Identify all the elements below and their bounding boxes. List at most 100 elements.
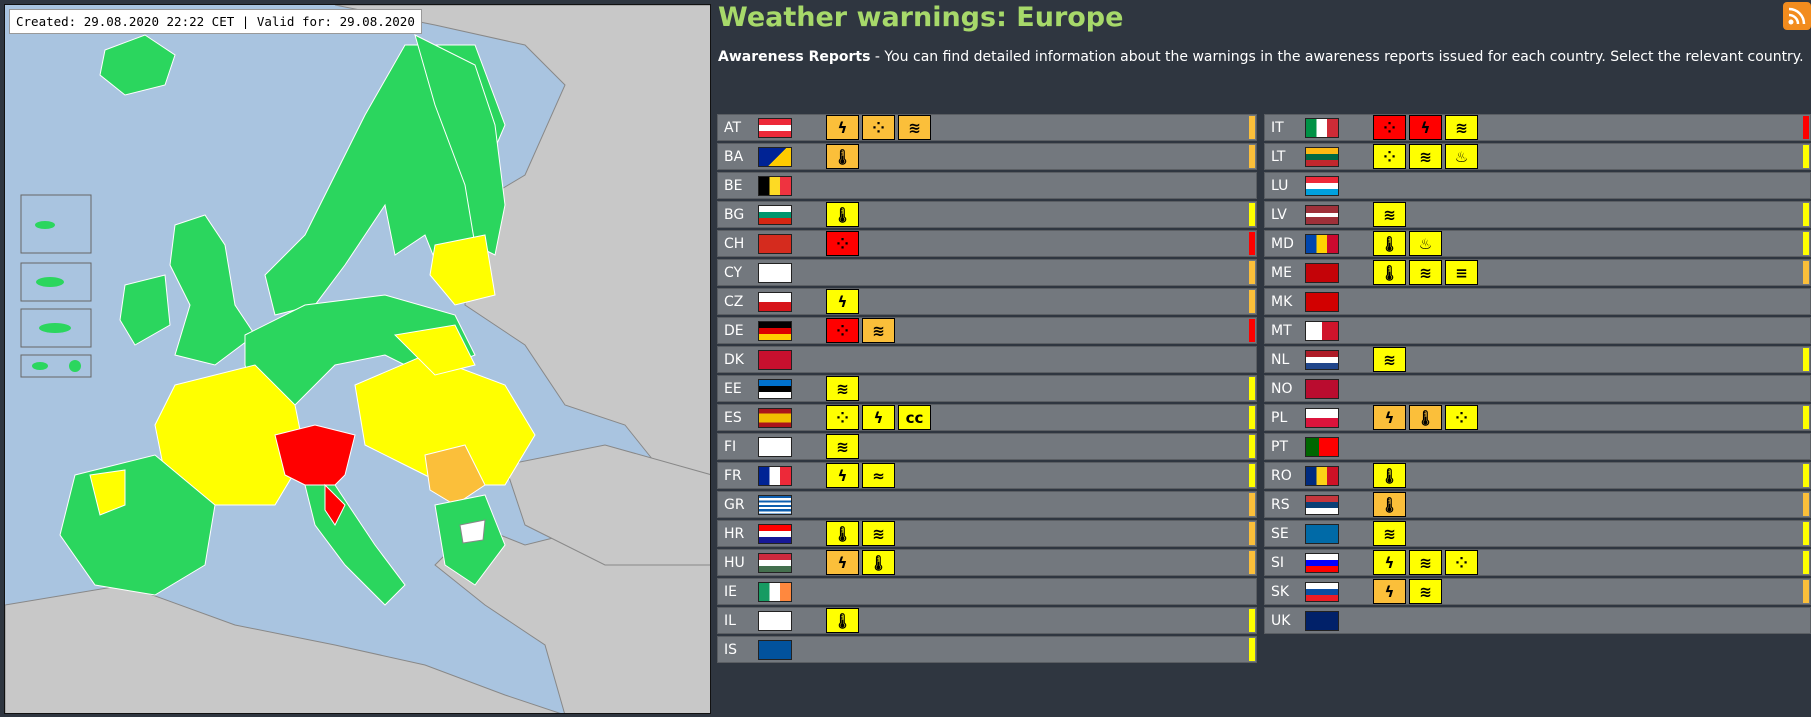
country-row-ch[interactable]: CH ⁘: [717, 230, 1257, 257]
country-row-si[interactable]: SI ϟ ≋ ⁘: [1264, 549, 1811, 576]
warning-level-indicator: [1249, 290, 1255, 313]
country-row-uk[interactable]: UK: [1264, 607, 1811, 634]
country-row-rs[interactable]: RS 🌡: [1264, 491, 1811, 518]
warning-level-indicator: [1249, 406, 1255, 429]
country-row-ie[interactable]: IE: [717, 578, 1257, 605]
country-row-pt[interactable]: PT: [1264, 433, 1811, 460]
country-row-es[interactable]: ES ⁘ ϟ cc: [717, 404, 1257, 431]
flag-gr-icon: [758, 495, 792, 515]
country-row-md[interactable]: MD 🌡 ♨: [1264, 230, 1811, 257]
country-row-lt[interactable]: LT ⁘ ≋ ♨: [1264, 143, 1811, 170]
rss-feed-button[interactable]: [1783, 2, 1811, 30]
warning-level-indicator: [1803, 493, 1809, 516]
warning-icons: ≋: [1373, 347, 1406, 372]
warning-level-indicator: [1803, 261, 1809, 284]
country-row-sk[interactable]: SK ϟ ≋: [1264, 578, 1811, 605]
country-row-fr[interactable]: FR ϟ ≈: [717, 462, 1257, 489]
fog-icon: ≡: [1445, 260, 1478, 285]
thunderstorm-icon: ϟ: [826, 463, 859, 488]
flag-is-icon: [758, 640, 792, 660]
flag-uk-icon: [1305, 611, 1339, 631]
country-row-ee[interactable]: EE ≋: [717, 375, 1257, 402]
country-row-hu[interactable]: HU ϟ 🌡: [717, 549, 1257, 576]
flag-dk-icon: [758, 350, 792, 370]
country-code: DK: [724, 352, 744, 368]
country-row-cy[interactable]: CY: [717, 259, 1257, 286]
flag-hu-icon: [758, 553, 792, 573]
country-row-ba[interactable]: BA 🌡: [717, 143, 1257, 170]
country-code: CZ: [724, 294, 744, 310]
country-row-be[interactable]: BE: [717, 172, 1257, 199]
country-row-se[interactable]: SE ≋: [1264, 520, 1811, 547]
country-row-is[interactable]: IS: [717, 636, 1257, 663]
country-row-hr[interactable]: HR 🌡 ≋: [717, 520, 1257, 547]
warning-level-indicator: [1249, 638, 1255, 661]
country-code: ME: [1271, 265, 1292, 281]
country-row-il[interactable]: IL 🌡: [717, 607, 1257, 634]
country-code: BA: [724, 149, 744, 165]
thunderstorm-icon: ϟ: [1373, 405, 1406, 430]
country-row-cz[interactable]: CZ ϟ: [717, 288, 1257, 315]
warning-icons: ⁘ ≋: [826, 318, 895, 343]
warning-level-indicator: [1249, 116, 1255, 139]
country-row-de[interactable]: DE ⁘ ≋: [717, 317, 1257, 344]
warning-icons: ϟ ≈: [826, 463, 895, 488]
flag-lv-icon: [1305, 205, 1339, 225]
country-row-mk[interactable]: MK: [1264, 288, 1811, 315]
europe-map-graphic: [5, 5, 710, 713]
country-code: RS: [1271, 497, 1290, 513]
country-row-mt[interactable]: MT: [1264, 317, 1811, 344]
wind-icon: ≋: [862, 521, 895, 546]
high-temperature-icon: 🌡: [826, 521, 859, 546]
country-row-it[interactable]: IT ⁘ ϟ ≋: [1264, 114, 1811, 141]
country-code: IE: [724, 584, 737, 600]
warning-icons: 🌡: [1373, 492, 1406, 517]
country-code: MD: [1271, 236, 1294, 252]
country-row-dk[interactable]: DK: [717, 346, 1257, 373]
rain-icon: ⁘: [1445, 550, 1478, 575]
country-row-fi[interactable]: FI ≋: [717, 433, 1257, 460]
country-code: NL: [1271, 352, 1290, 368]
flag-pt-icon: [1305, 437, 1339, 457]
country-row-lu[interactable]: LU: [1264, 172, 1811, 199]
country-row-nl[interactable]: NL ≋: [1264, 346, 1811, 373]
warning-icons: ⁘: [826, 231, 859, 256]
country-code: FI: [724, 439, 737, 455]
warning-level-indicator: [1249, 464, 1255, 487]
rain-icon: ⁘: [862, 115, 895, 140]
country-row-me[interactable]: ME 🌡 ≋ ≡: [1264, 259, 1811, 286]
country-row-gr[interactable]: GR: [717, 491, 1257, 518]
warning-icons: ϟ ≋ ⁘: [1373, 550, 1478, 575]
country-row-ro[interactable]: RO 🌡: [1264, 462, 1811, 489]
warning-level-indicator: [1249, 435, 1255, 458]
warning-map[interactable]: Created: 29.08.2020 22:22 CET | Valid fo…: [4, 4, 711, 714]
warning-level-indicator: [1803, 203, 1809, 226]
country-code: CH: [724, 236, 745, 252]
thunderstorm-icon: ϟ: [1409, 115, 1442, 140]
warning-level-indicator: [1249, 377, 1255, 400]
country-code: IL: [724, 613, 736, 629]
warning-icons: 🌡 ♨: [1373, 231, 1442, 256]
country-row-lv[interactable]: LV ≋: [1264, 201, 1811, 228]
country-row-no[interactable]: NO: [1264, 375, 1811, 402]
flag-no-icon: [1305, 379, 1339, 399]
country-row-bg[interactable]: BG 🌡: [717, 201, 1257, 228]
country-row-at[interactable]: AT ϟ ⁘ ≋: [717, 114, 1257, 141]
warning-icons: 🌡 ≋ ≡: [1373, 260, 1478, 285]
flag-ch-icon: [758, 234, 792, 254]
flag-be-icon: [758, 176, 792, 196]
warning-level-indicator: [1249, 609, 1255, 632]
flag-fr-icon: [758, 466, 792, 486]
country-code: MK: [1271, 294, 1293, 310]
warning-icons: 🌡: [826, 144, 859, 169]
country-code: BG: [724, 207, 745, 223]
country-code: SK: [1271, 584, 1290, 600]
thunderstorm-icon: ϟ: [862, 405, 895, 430]
high-temperature-icon: 🌡: [1373, 231, 1406, 256]
country-code: EE: [724, 381, 742, 397]
warning-icons: ϟ ≋: [1373, 579, 1442, 604]
country-row-pl[interactable]: PL ϟ 🌡 ⁘: [1264, 404, 1811, 431]
country-code: AT: [724, 120, 742, 136]
rain-icon: ⁘: [1445, 405, 1478, 430]
forest-fire-icon: ♨: [1445, 144, 1478, 169]
